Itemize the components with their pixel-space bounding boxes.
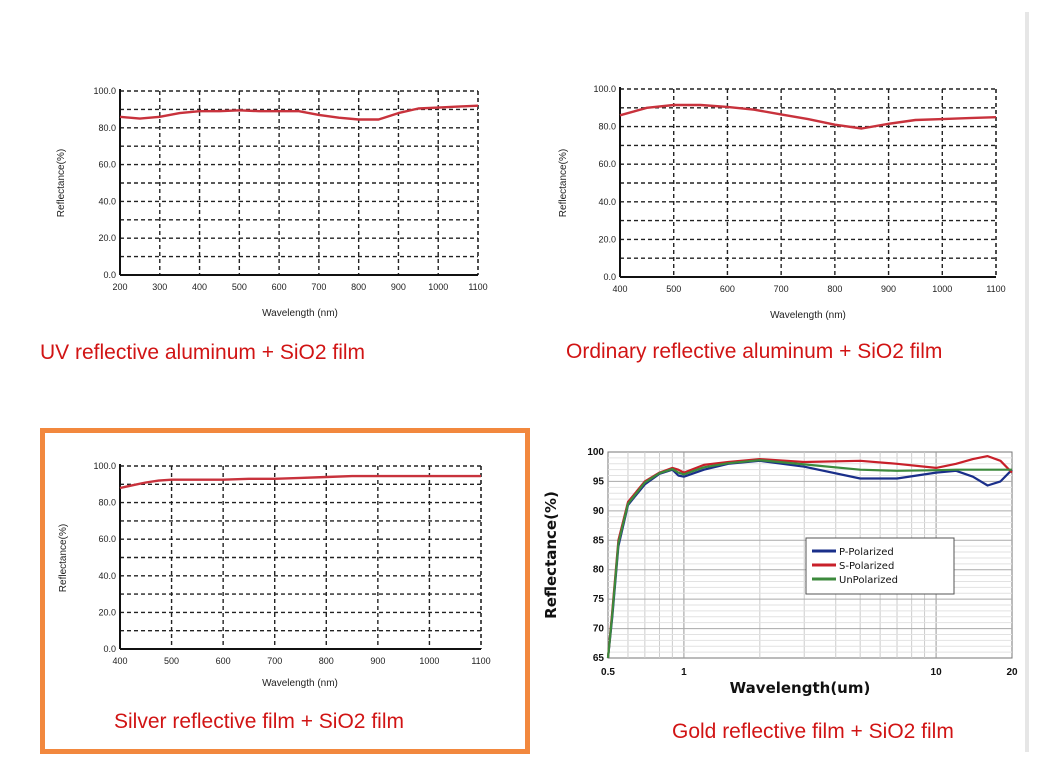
x-tick-label: 900: [370, 656, 385, 666]
y-tick-label: 100.0: [93, 461, 116, 471]
x-tick-label: 400: [192, 282, 207, 292]
x-tick-label: 600: [720, 284, 735, 294]
x-axis-label: Wavelength (nm): [262, 308, 338, 319]
chart-gold-svg: 65 70 75 80 85 90 95 100 0.5 1 10 20 Wavelength(um) R…: [542, 447, 1018, 697]
y-tick-label: 65: [593, 653, 605, 664]
y-axis-label: Reflectance(%): [56, 149, 67, 217]
y-tick-label: 0.0: [103, 644, 116, 654]
y-tick-label: 20.0: [98, 607, 116, 617]
x-tick-label: 800: [319, 656, 334, 666]
y-tick-label: 100.0: [593, 84, 616, 94]
legend-label: S-Polarized: [839, 561, 894, 572]
y-tick-label: 80.0: [98, 498, 116, 508]
x-tick-label: 700: [774, 284, 789, 294]
x-axis-label: Wavelength (nm): [770, 310, 846, 321]
x-tick-label: 500: [666, 284, 681, 294]
y-tick-label: 100: [587, 447, 604, 458]
x-tick-label: 1: [681, 667, 687, 678]
y-tick-label: 75: [593, 594, 605, 605]
x-tick-label: 1000: [932, 284, 952, 294]
series-line-reflectance: [619, 103, 997, 130]
y-tick-label: 80: [593, 565, 605, 576]
x-tick-label: 20: [1006, 667, 1018, 678]
x-tick-label: 800: [827, 284, 842, 294]
x-tick-label: 200: [112, 282, 127, 292]
y-tick-label: 95: [593, 476, 605, 487]
x-tick-label: 1000: [419, 656, 439, 666]
x-tick-label: 1000: [428, 282, 448, 292]
caption-uv-aluminum: UV reflective aluminum + SiO2 film: [40, 341, 366, 364]
caption-ordinary-aluminum: Ordinary reflective aluminum + SiO2 film: [566, 340, 943, 363]
y-tick-label: 40.0: [98, 571, 116, 581]
x-tick-label: 300: [152, 282, 167, 292]
chart-ordinary-aluminum: 0.0 20.0 40.0 60.0 80.0 100.0 400 500 600 700 800 9…: [520, 0, 1040, 330]
chart-silver: 0.0 20.0 40.0 60.0 80.0 100.0 400 500 600 700 800 9…: [0, 430, 530, 710]
y-tick-label: 60.0: [98, 534, 116, 544]
x-tick-label: 400: [112, 656, 127, 666]
x-tick-label: 700: [311, 282, 326, 292]
y-tick-label: 20.0: [598, 234, 616, 244]
series-line-unpolarized: [606, 459, 1012, 659]
y-tick-label: 85: [593, 535, 605, 546]
x-tick-label: 1100: [468, 282, 487, 292]
x-tick-label: 400: [612, 284, 627, 294]
y-tick-label: 70: [593, 624, 605, 635]
y-axis-label: Reflectance(%): [542, 491, 560, 619]
page-edge: [1025, 12, 1029, 752]
x-tick-label: 500: [232, 282, 247, 292]
y-tick-label: 20.0: [98, 233, 116, 243]
y-tick-label: 40.0: [598, 197, 616, 207]
x-tick-label: 600: [216, 656, 231, 666]
legend-label: P-Polarized: [839, 547, 894, 558]
chart-uv-aluminum: 0.0 20.0 40.0 60.0 80.0 100.0 200 300 400 500 600 7…: [0, 0, 520, 330]
x-tick-label: 900: [391, 282, 406, 292]
x-axis-label: Wavelength(um): [730, 679, 871, 697]
caption-gold: Gold reflective film + SiO2 film: [672, 720, 954, 743]
y-tick-label: 80.0: [98, 123, 116, 133]
y-tick-label: 90: [593, 506, 605, 517]
x-tick-label: 0.5: [601, 667, 615, 678]
y-tick-label: 60.0: [598, 159, 616, 169]
y-tick-label: 0.0: [603, 272, 616, 282]
x-tick-label: 1100: [986, 284, 1005, 294]
series-line-reflectance: [119, 104, 479, 121]
y-tick-label: 80.0: [598, 122, 616, 132]
x-tick-label: 1100: [471, 656, 490, 666]
y-tick-label: 60.0: [98, 160, 116, 170]
y-axis-label: Reflectance(%): [558, 149, 569, 217]
chart-gold: 65 70 75 80 85 90 95 100 0.5 1 10 20 Wavelength(um) R…: [530, 430, 1030, 710]
x-tick-label: 800: [351, 282, 366, 292]
y-tick-label: 0.0: [103, 270, 116, 280]
x-tick-label: 700: [267, 656, 282, 666]
x-axis-label: Wavelength (nm): [262, 678, 338, 689]
highlight-frame: [40, 428, 530, 754]
chart-uv-aluminum-svg: 0.0 20.0 40.0 60.0 80.0 100.0 200 300 400 500 600 7…: [56, 86, 488, 319]
x-tick-label: 10: [931, 667, 943, 678]
caption-silver: Silver reflective film + SiO2 film: [114, 710, 404, 733]
x-tick-label: 500: [164, 656, 179, 666]
x-tick-label: 600: [272, 282, 287, 292]
y-tick-label: 40.0: [98, 196, 116, 206]
x-tick-label: 900: [881, 284, 896, 294]
legend-label: UnPolarized: [839, 575, 898, 586]
y-axis-label: Reflectance(%): [58, 524, 69, 592]
chart-silver-svg: 0.0 20.0 40.0 60.0 80.0 100.0 400 500 600 700 800 9…: [58, 461, 491, 689]
y-tick-label: 100.0: [93, 86, 116, 96]
chart-ordinary-aluminum-svg: 0.0 20.0 40.0 60.0 80.0 100.0 400 500 600 700 800 9…: [558, 84, 1006, 321]
series-line-reflectance: [119, 474, 481, 490]
